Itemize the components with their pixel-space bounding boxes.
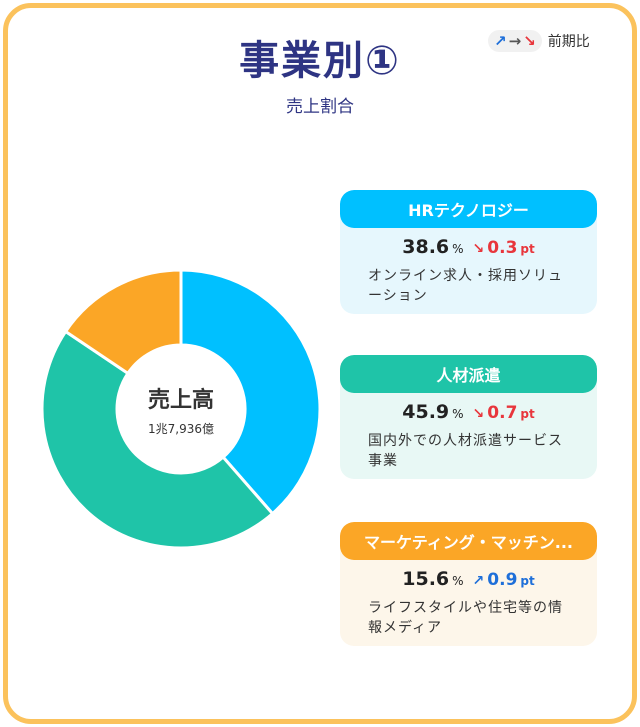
- segment-pct-unit: %: [452, 574, 464, 588]
- segment-delta: 0.3: [487, 238, 518, 258]
- trend-up-icon: ↗: [472, 573, 485, 589]
- segment-description: オンライン求人・採用ソリューション: [368, 268, 563, 304]
- segment-pt-unit: pt: [520, 407, 535, 421]
- arrow-right-icon: →: [508, 32, 522, 50]
- legend-label: 前期比: [547, 34, 590, 50]
- donut-svg: [40, 268, 322, 550]
- donut-slice-marketing: [63, 268, 183, 376]
- page-subtitle: 売上割合: [286, 97, 354, 117]
- segment-description: ライフスタイルや住宅等の情報メディア: [368, 600, 563, 636]
- segment-name: HRテクノロジー: [340, 190, 597, 228]
- trend-down-icon: ↘: [472, 406, 485, 422]
- segment-stats: 45.9 % ↘ 0.7 pt: [340, 401, 597, 425]
- legend-arrows: ↗ → ↘: [488, 30, 542, 52]
- arrow-down-icon: ↘: [523, 32, 536, 50]
- segment-delta: 0.7: [487, 403, 518, 423]
- segment-card-hr: HRテクノロジー 38.6 % ↘ 0.3 pt オンライン求人・採用ソリューシ…: [340, 190, 597, 314]
- donut-slice-staffing: [40, 329, 275, 550]
- segment-pt-unit: pt: [520, 574, 535, 588]
- donut-center-value: 1兆7,936億: [148, 421, 214, 436]
- trend-down-icon: ↘: [472, 241, 485, 257]
- segment-name: マーケティング・マッチン...: [340, 522, 597, 560]
- segment-card-marketing: マーケティング・マッチン... 15.6 % ↗ 0.9 pt ライフスタイルや…: [340, 522, 597, 646]
- segment-stats: 15.6 % ↗ 0.9 pt: [340, 568, 597, 592]
- segment-share: 45.9: [402, 401, 450, 423]
- segment-pct-unit: %: [452, 407, 464, 421]
- segment-share: 15.6: [402, 568, 450, 590]
- segment-description: 国内外での人材派遣サービス事業: [368, 433, 563, 469]
- segment-card-staffing: 人材派遣 45.9 % ↘ 0.7 pt 国内外での人材派遣サービス事業: [340, 355, 597, 479]
- segment-pt-unit: pt: [520, 242, 535, 256]
- segment-share: 38.6: [402, 236, 450, 258]
- donut-center: 売上高 1兆7,936億: [40, 268, 322, 550]
- segment-delta: 0.9: [487, 570, 518, 590]
- donut-center-title: 売上高: [147, 387, 214, 413]
- page-title: 事業別①: [239, 38, 401, 84]
- change-legend: ↗ → ↘ 前期比: [488, 30, 590, 52]
- segment-stats: 38.6 % ↘ 0.3 pt: [340, 236, 597, 260]
- donut-slice-hr: [179, 268, 322, 516]
- donut-chart: 売上高 1兆7,936億: [40, 268, 322, 550]
- segment-name: 人材派遣: [340, 355, 597, 393]
- arrow-up-icon: ↗: [494, 32, 507, 50]
- segment-pct-unit: %: [452, 242, 464, 256]
